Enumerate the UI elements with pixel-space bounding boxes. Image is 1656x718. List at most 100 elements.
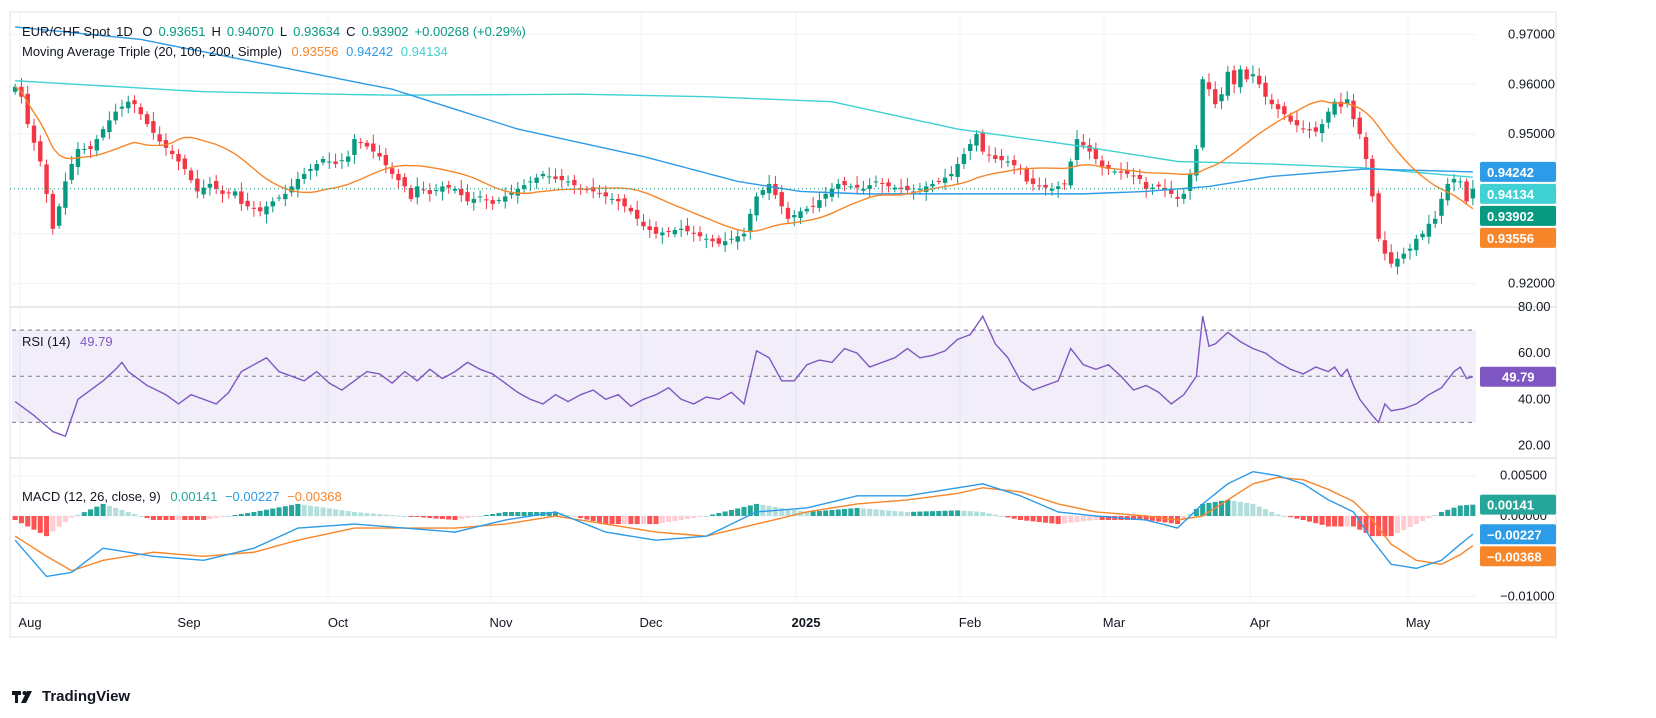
symbol-title[interactable]: EUR/CHF Spot	[22, 24, 111, 39]
macd-histogram-bar	[125, 511, 131, 516]
macd-histogram-bar	[307, 505, 313, 516]
candle	[1432, 218, 1438, 224]
candle	[1332, 101, 1337, 115]
macd-histogram-bar	[546, 511, 552, 516]
macd-histogram-bar	[219, 516, 226, 518]
macd-histogram-bar	[659, 516, 665, 524]
candle	[999, 156, 1004, 161]
branding[interactable]: TradingView	[12, 688, 130, 705]
candle	[1464, 181, 1469, 202]
rsi-legend-title[interactable]: RSI (14)	[22, 334, 71, 349]
candle	[276, 197, 282, 199]
macd-histogram-bar	[377, 513, 383, 516]
rsi-tick-label: 20.00	[1518, 437, 1551, 452]
macd-histogram-bar	[1011, 516, 1017, 519]
macd-histogram-bar	[1288, 516, 1294, 518]
macd-histogram-bar	[1187, 513, 1193, 516]
candle	[993, 155, 998, 159]
macd-histogram-bar	[1200, 503, 1206, 516]
candle	[1150, 187, 1155, 189]
symbol-legend: EUR/CHF Spot 1D O 0.93651 H 0.94070 L 0.93634 C…	[22, 24, 532, 39]
ma-legend-title[interactable]: Moving Average Triple (20, 100, 200, Sim…	[22, 44, 282, 59]
candle	[396, 173, 401, 181]
macd-histogram-bar	[1313, 516, 1319, 524]
macd-histogram-bar	[245, 512, 251, 516]
macd-histogram-bar	[1319, 516, 1325, 525]
macd-histogram-bar	[854, 507, 860, 516]
candle	[509, 192, 514, 195]
candle	[371, 143, 376, 152]
candle	[107, 120, 112, 133]
candle	[641, 221, 646, 227]
candle	[1363, 137, 1369, 159]
candle	[766, 183, 772, 194]
candle	[1087, 145, 1092, 152]
macd-histogram-bar	[634, 516, 640, 525]
candle	[967, 144, 973, 152]
macd-histogram-bar	[1451, 507, 1457, 516]
macd-histogram-bar	[94, 506, 100, 516]
candle	[1043, 184, 1048, 188]
candle	[553, 176, 558, 179]
macd-histogram-bar	[408, 516, 414, 517]
candle	[327, 161, 332, 163]
candle	[704, 238, 709, 240]
candle	[842, 180, 847, 186]
rsi-tick-label: 60.00	[1518, 345, 1551, 360]
macd-legend-title[interactable]: MACD (12, 26, close, 9)	[22, 489, 161, 504]
macd-histogram-bar	[904, 511, 910, 516]
candle	[729, 238, 734, 240]
macd-histogram-bar	[439, 516, 445, 520]
macd-histogram-bar	[1005, 516, 1011, 518]
macd-histogram-bar	[911, 511, 917, 516]
candle	[138, 107, 144, 115]
candle	[678, 228, 684, 231]
candle	[1206, 82, 1212, 90]
candle	[848, 186, 854, 188]
macd-histogram-bar	[1024, 516, 1030, 521]
branding-name: TradingView	[42, 688, 131, 705]
macd-histogram-bar	[716, 512, 722, 516]
macd-histogram-bar	[1055, 516, 1061, 525]
macd-histogram-bar	[697, 516, 703, 518]
candle	[1175, 196, 1180, 199]
candle	[459, 188, 464, 196]
candle	[1414, 238, 1419, 251]
candle	[465, 192, 470, 202]
macd-badge-label: −0.00227	[1487, 527, 1542, 542]
candle	[1326, 111, 1331, 123]
ma100-value: 0.94242	[346, 44, 394, 59]
macd-histogram-bar	[364, 512, 370, 516]
candle	[861, 188, 866, 191]
rsi-legend: RSI (14) 49.79	[22, 334, 117, 349]
price-badge-label: 0.94242	[1487, 165, 1534, 180]
candle	[503, 196, 508, 202]
candle	[471, 198, 477, 203]
macd-histogram-bar	[1407, 516, 1413, 528]
candle	[100, 129, 106, 138]
macd-histogram-bar	[465, 516, 471, 519]
candle	[1458, 181, 1463, 183]
candle	[760, 190, 766, 195]
candle	[1257, 75, 1262, 85]
candle	[773, 183, 778, 196]
macd-histogram-bar	[226, 516, 232, 517]
candle	[163, 140, 169, 148]
macd-histogram-bar	[1344, 516, 1350, 527]
macd-histogram-bar	[414, 516, 420, 518]
candle	[314, 163, 319, 171]
macd-histogram-bar	[955, 510, 961, 516]
macd-histogram-bar	[1470, 504, 1476, 516]
candle	[1250, 74, 1256, 77]
macd-histogram-bar	[628, 516, 634, 525]
candle	[1219, 94, 1224, 102]
macd-histogram-bar	[282, 506, 288, 516]
candle	[854, 184, 860, 188]
macd-histogram-bar	[1382, 516, 1388, 537]
macd-histogram-bar	[596, 516, 602, 523]
candle	[936, 180, 941, 182]
candle	[1244, 69, 1249, 80]
macd-histogram-bar	[251, 511, 257, 516]
candle	[515, 188, 521, 196]
